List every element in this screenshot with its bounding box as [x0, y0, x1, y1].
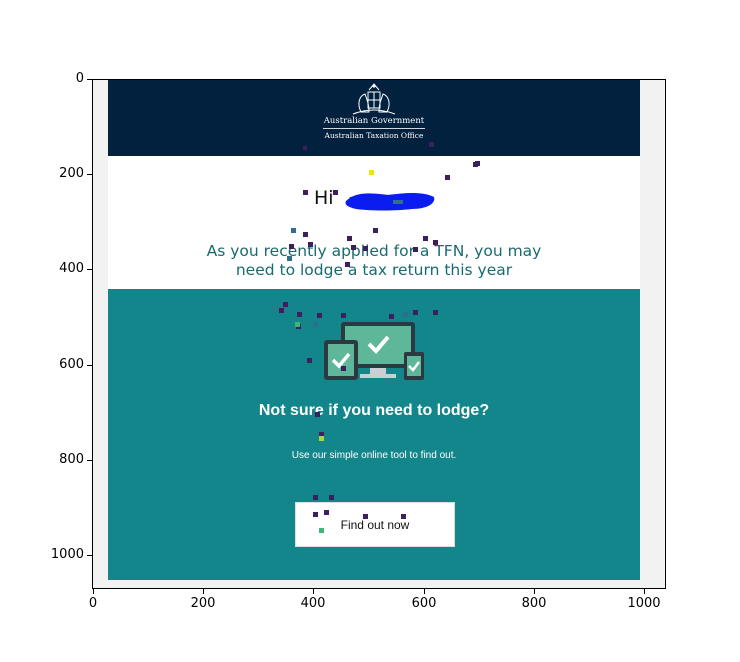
x-tick-mark: [313, 589, 314, 594]
y-tick-label: 600: [59, 357, 84, 372]
greeting-hi: Hi: [314, 187, 334, 209]
x-tick-mark: [93, 589, 94, 594]
x-tick-mark: [534, 589, 535, 594]
intro-line-1: As you recently applied for a TFN, you m…: [206, 242, 542, 260]
y-tick-mark: [87, 365, 92, 366]
email-header: Australian Government Australian Taxatio…: [108, 80, 640, 156]
y-tick-mark: [87, 174, 92, 175]
x-tick-label: 400: [300, 596, 326, 611]
x-tick-mark: [644, 589, 645, 594]
y-tick-mark: [87, 79, 92, 80]
x-tick-mark: [424, 589, 425, 594]
y-tick-label: 200: [59, 166, 84, 181]
intro-line-2: need to lodge a tax return this year: [235, 261, 513, 279]
x-tick-label: 800: [521, 596, 547, 611]
y-tick-mark: [87, 269, 92, 270]
x-tick-label: 1000: [627, 596, 661, 611]
logo-line-government: Australian Government: [323, 116, 425, 126]
coat-of-arms-icon: [352, 83, 396, 115]
email-content: Australian Government Australian Taxatio…: [108, 80, 640, 580]
y-tick-mark: [87, 460, 92, 461]
find-out-now-button[interactable]: Find out now: [295, 502, 455, 547]
y-tick-mark: [87, 555, 92, 556]
x-tick-label: 200: [190, 596, 216, 611]
x-tick-label: 0: [88, 596, 98, 611]
devices-checkmark-icon: [324, 322, 424, 380]
y-tick-label: 400: [59, 261, 84, 276]
intro-text: As you recently applied for a TFN, you m…: [148, 242, 600, 280]
promo-subtext: Use our simple online tool to find out.: [291, 450, 457, 461]
redaction-scribble: [345, 193, 435, 211]
logo-line-ato: Australian Taxation Office: [324, 131, 424, 140]
x-tick-mark: [203, 589, 204, 594]
logo-divider: [323, 128, 425, 129]
y-tick-label: 0: [75, 71, 84, 86]
image-axes: Australian Government Australian Taxatio…: [92, 79, 666, 589]
y-tick-label: 1000: [50, 547, 84, 562]
promo-heading: Not sure if you need to lodge?: [258, 402, 490, 419]
y-tick-label: 800: [59, 452, 84, 467]
x-tick-label: 600: [411, 596, 437, 611]
greeting-section: [108, 156, 640, 289]
